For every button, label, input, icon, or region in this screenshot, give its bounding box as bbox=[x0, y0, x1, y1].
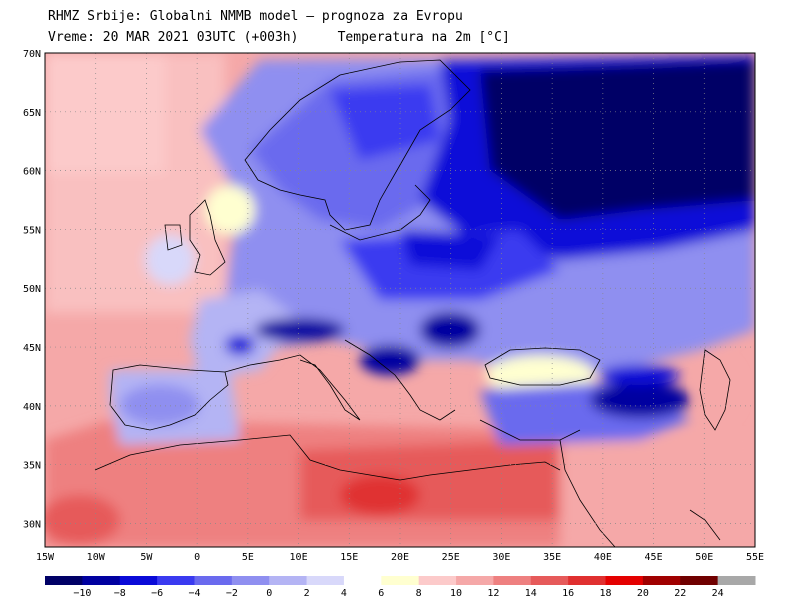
longitude-label: 35E bbox=[543, 552, 561, 563]
legend-swatch bbox=[82, 576, 121, 585]
legend-label: 0 bbox=[266, 588, 272, 599]
legend-label: −8 bbox=[114, 588, 126, 599]
chart-title: RHMZ Srbije: Globalni NMMB model — progn… bbox=[48, 9, 463, 24]
legend-label: 14 bbox=[525, 588, 537, 599]
longitude-label: 5E bbox=[242, 552, 254, 563]
latitude-label: 35N bbox=[23, 461, 41, 472]
field-name: Temperatura na 2m [°C] bbox=[337, 30, 510, 45]
legend-swatch bbox=[642, 576, 681, 585]
coastlines bbox=[94, 59, 731, 547]
legend-label: 6 bbox=[378, 588, 384, 599]
legend-label: −4 bbox=[188, 588, 200, 599]
legend-label: 4 bbox=[341, 588, 347, 599]
latitude-label: 65N bbox=[23, 108, 41, 119]
longitude-label: 0 bbox=[194, 552, 200, 563]
legend-label: 20 bbox=[637, 588, 649, 599]
legend-swatch bbox=[343, 576, 382, 585]
graticule bbox=[45, 53, 755, 547]
longitude-label: 40E bbox=[594, 552, 612, 563]
legend-swatch bbox=[456, 576, 494, 585]
legend-swatch bbox=[568, 576, 607, 585]
longitude-label: 30E bbox=[492, 552, 510, 563]
map-frame bbox=[44, 52, 756, 548]
latitude-label: 55N bbox=[23, 225, 41, 236]
legend-swatch bbox=[605, 576, 644, 585]
latitude-label: 30N bbox=[23, 519, 41, 530]
legend-swatch bbox=[530, 576, 569, 585]
legend-swatch bbox=[269, 576, 308, 585]
legend-swatch bbox=[680, 576, 719, 585]
legend-label: 18 bbox=[600, 588, 612, 599]
legend-labels: −10 −8 −6 −4 −2 0 2 4 6 8 10 12 14 16 18 20 22 24 bbox=[73, 588, 723, 599]
legend-swatch bbox=[231, 576, 270, 585]
legend-label: −6 bbox=[151, 588, 163, 599]
legend-label: −10 bbox=[73, 588, 91, 599]
legend-label: 16 bbox=[562, 588, 574, 599]
longitude-label: 20E bbox=[391, 552, 409, 563]
legend-swatch bbox=[306, 576, 345, 585]
legend-label: 22 bbox=[674, 588, 686, 599]
legend-label: 2 bbox=[304, 588, 310, 599]
legend-swatch bbox=[157, 576, 195, 585]
longitude-label: 50E bbox=[695, 552, 713, 563]
color-legend bbox=[45, 576, 756, 585]
longitude-label: 15W bbox=[36, 552, 55, 563]
legend-label: 10 bbox=[450, 588, 462, 599]
latitude-label: 40N bbox=[23, 402, 41, 413]
legend-swatch bbox=[418, 576, 457, 585]
latitude-labels: 70N 65N 60N 55N 50N 45N 40N 35N 30N bbox=[23, 49, 41, 530]
legend-swatch bbox=[119, 576, 158, 585]
longitude-label: 25E bbox=[442, 552, 460, 563]
legend-swatch bbox=[194, 576, 233, 585]
longitude-label: 5W bbox=[140, 552, 153, 563]
forecast-time: Vreme: 20 MAR 2021 03UTC (+003h) bbox=[48, 30, 299, 45]
latitude-label: 50N bbox=[23, 284, 41, 295]
longitude-label: 55E bbox=[746, 552, 764, 563]
legend-swatch bbox=[381, 576, 420, 585]
legend-label: 12 bbox=[487, 588, 499, 599]
longitude-label: 15E bbox=[340, 552, 358, 563]
latitude-label: 60N bbox=[23, 167, 41, 178]
legend-label: 24 bbox=[712, 588, 724, 599]
latitude-label: 70N bbox=[23, 49, 41, 60]
latitude-label: 45N bbox=[23, 343, 41, 354]
longitude-label: 45E bbox=[645, 552, 663, 563]
legend-swatch bbox=[717, 576, 756, 585]
legend-swatch bbox=[493, 576, 532, 585]
longitude-label: 10W bbox=[87, 552, 106, 563]
legend-swatch bbox=[45, 576, 83, 585]
longitude-label: 10E bbox=[290, 552, 308, 563]
legend-label: −2 bbox=[226, 588, 238, 599]
legend-label: 8 bbox=[416, 588, 422, 599]
chart-subtitle: Vreme: 20 MAR 2021 03UTC (+003h) Tempera… bbox=[48, 30, 510, 45]
map-field bbox=[45, 53, 755, 547]
longitude-labels: 15W 10W 5W 0 5E 10E 15E 20E 25E 30E 35E 40E 45E 50E 55… bbox=[36, 552, 764, 563]
